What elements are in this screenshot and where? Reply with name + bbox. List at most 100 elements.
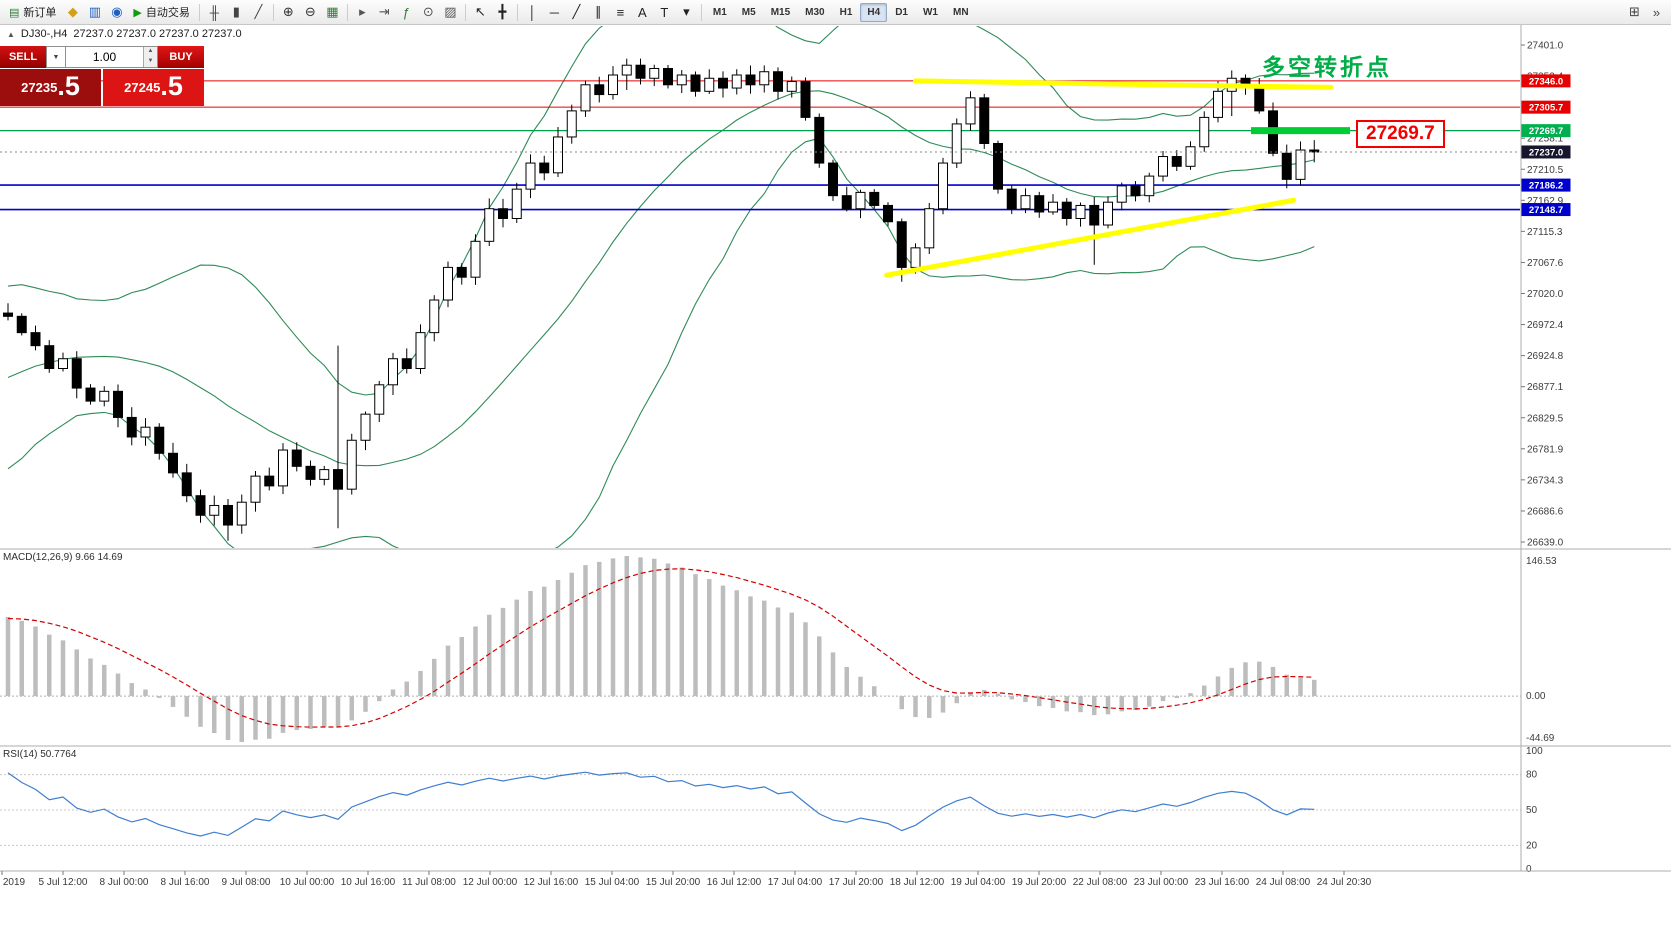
auto-scroll-button[interactable]: ▸: [352, 2, 373, 22]
stepper-up-icon[interactable]: ▲: [144, 47, 157, 57]
zoom-out-button[interactable]: ⊖: [300, 2, 321, 22]
svg-text:26686.6: 26686.6: [1527, 506, 1564, 517]
toolbar-separator: [346, 3, 348, 21]
svg-text:0: 0: [1526, 864, 1532, 875]
svg-text:80: 80: [1526, 770, 1538, 781]
svg-text:23 Jul 16:00: 23 Jul 16:00: [1195, 877, 1250, 888]
ohlc-bars-icon: ╫: [209, 4, 219, 20]
buy-price-int: 27245: [124, 80, 161, 95]
volume-field[interactable]: 1.00 ▲ ▼: [66, 46, 158, 68]
periods-button[interactable]: ⊙: [418, 2, 439, 22]
rsi-pane: 100 80 50 20 0: [0, 746, 1543, 875]
level-price-label[interactable]: 27269.7: [1356, 120, 1445, 148]
crosshair-button[interactable]: ╋: [492, 2, 513, 22]
bollinger-band-line: [7, 90, 1315, 467]
buy-price-display[interactable]: 27245 .5: [103, 69, 204, 106]
svg-text:50: 50: [1526, 805, 1538, 816]
svg-text:27162.9: 27162.9: [1527, 196, 1564, 207]
svg-text:19 Jul 20:00: 19 Jul 20:00: [1012, 877, 1067, 888]
zoom-out-icon: ⊖: [304, 4, 316, 19]
buy-button[interactable]: BUY: [158, 46, 204, 68]
arrows-dropdown-button[interactable]: ▾: [676, 2, 697, 22]
sell-button[interactable]: SELL: [0, 46, 46, 68]
price-tag: [1521, 203, 1571, 217]
volume-dropdown[interactable]: ▼: [46, 46, 66, 68]
main-price-pane: [0, 26, 1520, 548]
text-label-button[interactable]: T: [654, 2, 675, 22]
ohlc-bars-button[interactable]: ╫: [204, 2, 225, 22]
auto-scroll-icon: ▸: [359, 4, 366, 19]
templates-button[interactable]: ▨: [440, 2, 461, 22]
chart-shift-icon: ⇥: [378, 4, 390, 19]
svg-text:100: 100: [1526, 746, 1543, 757]
timeframe-h1-button[interactable]: H1: [839, 6, 853, 18]
mql5-community-button[interactable]: ◆: [62, 2, 83, 22]
toolbar-separator: [198, 3, 200, 21]
turning-point-annotation[interactable]: 多空转折点: [1262, 54, 1392, 80]
new-order-icon: ▤: [9, 6, 20, 19]
svg-text:146.53: 146.53: [1526, 556, 1557, 567]
data-window-button[interactable]: ◉: [106, 2, 127, 22]
timeframe-m15-button[interactable]: M15: [770, 6, 791, 18]
autotrading-button[interactable]: ▶ 自动交易: [128, 2, 194, 22]
macd-signal-line: [7, 568, 1315, 728]
price-tag: [1521, 74, 1571, 88]
timeframe-mn-button[interactable]: MN: [952, 6, 969, 18]
svg-text:12 Jul 16:00: 12 Jul 16:00: [524, 877, 579, 888]
time-axis: 3 Jul 2019 5 Jul 12:00 8 Jul 00:00 8 Jul 16…: [0, 871, 1372, 888]
timeframe-m5-button[interactable]: M5: [741, 6, 756, 18]
price-axis: 27401.027353.427305.827258.127210.527162…: [1521, 41, 1571, 549]
toolbar-separator: [272, 3, 274, 21]
chart-shift-button[interactable]: ⇥: [374, 2, 395, 22]
tile-windows-button[interactable]: ▦: [322, 2, 343, 22]
stepper-down-icon[interactable]: ▼: [144, 57, 157, 67]
vertical-line-button[interactable]: │: [522, 2, 543, 22]
sell-price-display[interactable]: 27235 .5: [0, 69, 101, 106]
trendline-object: [913, 78, 1334, 90]
volume-value[interactable]: 1.00: [92, 50, 117, 64]
candlestick-chart-button[interactable]: ▮: [226, 2, 247, 22]
zoom-in-button[interactable]: ⊕: [278, 2, 299, 22]
horizontal-line-button[interactable]: ─: [544, 2, 565, 22]
toolbar-overflow-button[interactable]: »: [1646, 2, 1667, 22]
panel-collapse-icon[interactable]: ▲: [7, 29, 15, 39]
timeframe-d1-button[interactable]: D1: [895, 6, 908, 18]
timeframe-h4-button[interactable]: H4: [860, 2, 888, 22]
data-window-icon: ◉: [111, 4, 123, 19]
cursor-icon: ↖: [474, 4, 486, 19]
line-chart-button[interactable]: ╱: [248, 2, 269, 22]
svg-text:19 Jul 04:00: 19 Jul 04:00: [951, 877, 1006, 888]
timeframe-w1-button[interactable]: W1: [922, 6, 938, 18]
text-icon: A: [638, 4, 647, 20]
new-chart-shortcut-button[interactable]: ⊞: [1624, 2, 1645, 22]
svg-text:26781.9: 26781.9: [1527, 444, 1564, 455]
fibonacci-icon: ≡: [616, 4, 625, 20]
text-button[interactable]: A: [632, 2, 653, 22]
timeframe-m30-button[interactable]: M30: [805, 6, 825, 18]
svg-text:15 Jul 20:00: 15 Jul 20:00: [646, 877, 701, 888]
equidistant-channel-button[interactable]: ∥: [588, 2, 609, 22]
svg-text:20: 20: [1526, 840, 1538, 851]
horizontal-line-icon: ─: [549, 4, 559, 20]
cursor-button[interactable]: ↖: [470, 2, 491, 22]
equidistant-channel-icon: ∥: [595, 4, 602, 19]
market-watch-button[interactable]: ▥: [84, 2, 105, 22]
fibonacci-button[interactable]: ≡: [610, 2, 631, 22]
svg-text:0.00: 0.00: [1526, 691, 1546, 702]
ohlc-values: 27237.0 27237.0 27237.0 27237.0: [73, 28, 242, 40]
chevron-down-icon: ▼: [52, 53, 60, 61]
svg-text:26972.4: 26972.4: [1527, 320, 1564, 331]
svg-text:27115.3: 27115.3: [1527, 227, 1563, 238]
macd-pane-label: MACD(12,26,9) 9.66 14.69: [3, 552, 123, 563]
candlestick-chart-icon: ▮: [232, 4, 240, 19]
one-click-trade-panel: SELL ▼ 1.00 ▲ ▼ BUY 27235 .5 27245 .5: [0, 46, 204, 106]
trendline-button[interactable]: ╱: [566, 2, 587, 22]
new-order-button[interactable]: ▤ 新订单: [4, 2, 61, 22]
timeframe-m1-button[interactable]: M1: [712, 6, 727, 18]
indicators-button[interactable]: ƒ: [396, 2, 417, 22]
svg-text:8 Jul 00:00: 8 Jul 00:00: [100, 877, 149, 888]
svg-text:24 Jul 08:00: 24 Jul 08:00: [1256, 877, 1311, 888]
toolbar-separator: [700, 3, 702, 21]
